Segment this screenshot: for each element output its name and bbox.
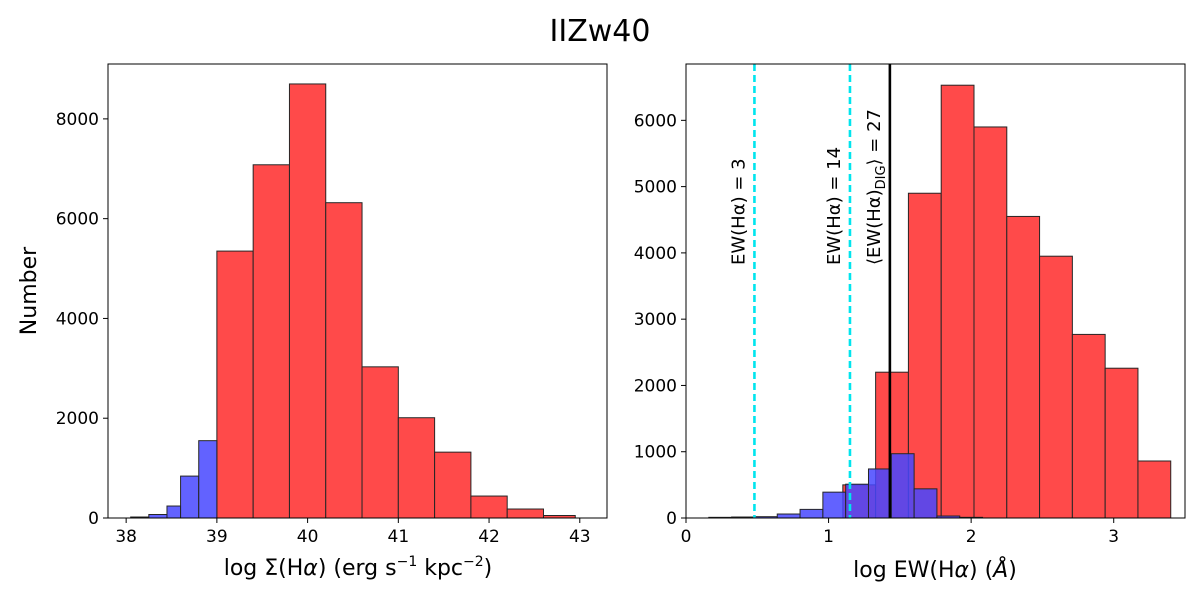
left-red-bar-6 bbox=[434, 451, 472, 519]
right-vlines: EW(Hα) = 3 EW(Hα) = 14 ⟨EW(Hα)DIG⟩ = 27 bbox=[728, 64, 892, 518]
left-xtick-label-4: 42 bbox=[478, 527, 500, 547]
right-blue-bar-3 bbox=[776, 513, 801, 519]
left-ytick-label-4: 8000 bbox=[56, 110, 99, 130]
right-xtick-label-1: 1 bbox=[823, 527, 834, 547]
right-vline-label-2: ⟨EW(Hα)DIG⟩ = 27 bbox=[864, 109, 889, 265]
right-xlabel: log EW(Hα) (Å) bbox=[853, 556, 1017, 583]
left-ylabel: Number bbox=[17, 246, 42, 335]
left-bars bbox=[130, 83, 576, 519]
right-ytick-label-6: 6000 bbox=[634, 111, 677, 131]
right-panel: EW(Hα) = 3 EW(Hα) = 14 ⟨EW(Hα)DIG⟩ = 27 0 1… bbox=[634, 63, 1186, 583]
right-blue-bar-5 bbox=[822, 491, 847, 519]
right-xticks: 0 1 2 3 bbox=[681, 518, 1119, 547]
right-red-bar-3 bbox=[940, 84, 975, 519]
right-ytick-label-0: 0 bbox=[666, 509, 677, 529]
right-axes-frame bbox=[685, 63, 1186, 519]
left-red-bar-8 bbox=[506, 508, 544, 519]
right-xtick-label-0: 0 bbox=[681, 527, 692, 547]
right-red-bar-5 bbox=[1006, 215, 1041, 519]
right-blue-bar-9 bbox=[913, 488, 938, 519]
left-xtick-label-5: 43 bbox=[569, 527, 591, 547]
right-blue-bar-4 bbox=[799, 508, 824, 519]
left-xtick-label-0: 38 bbox=[115, 527, 137, 547]
left-ytick-label-0: 0 bbox=[88, 509, 99, 529]
left-yticks: 0 2000 4000 6000 8000 bbox=[56, 110, 108, 529]
right-bars bbox=[708, 84, 1172, 519]
right-yticks: 0 1000 2000 3000 4000 5000 6000 bbox=[634, 111, 686, 529]
left-red-bar-0 bbox=[216, 250, 254, 519]
right-vline-label-0: EW(Hα) = 3 bbox=[728, 158, 749, 265]
right-ytick-label-2: 2000 bbox=[634, 376, 677, 396]
right-ytick-label-3: 3000 bbox=[634, 310, 677, 330]
left-red-bar-5 bbox=[397, 417, 436, 519]
figure-title: IIZw40 bbox=[550, 14, 651, 49]
left-xtick-label-1: 39 bbox=[206, 527, 228, 547]
right-red-bar-9 bbox=[1137, 460, 1172, 519]
left-blue-bar-3 bbox=[180, 475, 200, 519]
right-xtick-label-2: 2 bbox=[966, 527, 977, 547]
right-blue-bar-6 bbox=[845, 483, 869, 519]
left-red-bar-1 bbox=[252, 164, 290, 519]
right-blue-bar-7 bbox=[867, 468, 892, 519]
left-ytick-label-2: 4000 bbox=[56, 309, 99, 329]
left-xlabel: log Σ(Hα) (erg s−1 kpc−2) bbox=[224, 554, 493, 581]
right-red-bar-7 bbox=[1071, 333, 1106, 519]
left-red-bar-4 bbox=[361, 366, 399, 519]
left-axes-frame bbox=[107, 63, 608, 519]
left-red-bar-3 bbox=[325, 202, 363, 519]
left-ytick-label-1: 2000 bbox=[56, 409, 99, 429]
left-xtick-label-3: 41 bbox=[388, 527, 410, 547]
left-blue-bar-1 bbox=[148, 514, 168, 519]
right-red-bar-6 bbox=[1039, 255, 1073, 519]
left-ytick-label-3: 6000 bbox=[56, 210, 99, 230]
right-xtick-label-3: 3 bbox=[1108, 527, 1119, 547]
left-blue-bar-2 bbox=[166, 505, 182, 519]
right-ytick-label-4: 4000 bbox=[634, 244, 677, 264]
right-red-bar-4 bbox=[973, 126, 1008, 519]
right-ytick-label-5: 5000 bbox=[634, 178, 677, 198]
left-red-bar-7 bbox=[470, 495, 508, 519]
right-ytick-label-1: 1000 bbox=[634, 443, 677, 463]
right-red-bar-8 bbox=[1104, 367, 1139, 519]
right-vline-label-1: EW(Hα) = 14 bbox=[824, 147, 845, 265]
left-red-bar-2 bbox=[288, 83, 327, 519]
left-xticks: 38 39 40 41 42 43 bbox=[115, 518, 591, 547]
left-xtick-label-2: 40 bbox=[297, 527, 319, 547]
right-blue-bar-8 bbox=[890, 453, 915, 519]
left-panel: 38 39 40 41 42 43 0 2000 4000 6000 8000 Number lo… bbox=[17, 63, 608, 581]
left-blue-bar-4 bbox=[198, 440, 218, 519]
